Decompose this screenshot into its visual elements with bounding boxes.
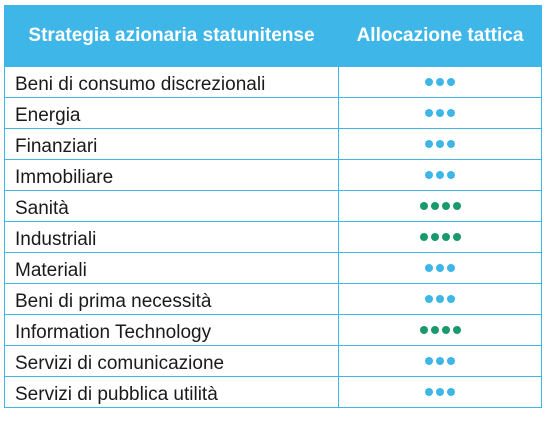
dot-icon <box>419 326 428 334</box>
dot-icon <box>452 202 461 210</box>
allocation-dots <box>425 357 455 365</box>
header-allocation: Allocazione tattica <box>338 5 542 67</box>
allocation-indicator <box>338 97 542 129</box>
dot-icon <box>425 171 433 179</box>
table-row: Immobiliare <box>4 159 542 191</box>
dot-icon <box>436 109 444 117</box>
dot-icon <box>447 388 455 396</box>
table-row: Servizi di comunicazione <box>4 345 542 377</box>
sector-name: Energia <box>4 97 339 129</box>
sector-name: Sanità <box>4 190 339 222</box>
table-row: Servizi di pubblica utilità <box>4 376 542 408</box>
sector-name: Servizi di pubblica utilità <box>4 376 339 408</box>
dot-icon <box>436 78 444 86</box>
dot-icon <box>425 295 433 303</box>
dot-icon <box>452 326 461 334</box>
dot-icon <box>430 233 439 241</box>
allocation-indicator <box>338 376 542 408</box>
table-row: Finanziari <box>4 128 542 160</box>
dot-icon <box>436 171 444 179</box>
dot-icon <box>436 388 444 396</box>
allocation-dots <box>419 326 461 334</box>
sector-name: Beni di prima necessità <box>4 283 339 315</box>
dot-icon <box>436 295 444 303</box>
allocation-dots <box>425 109 455 117</box>
header-sector: Strategia azionaria statunitense <box>4 5 339 67</box>
dot-icon <box>447 140 455 148</box>
table-header-row: Strategia azionaria statunitense Allocaz… <box>4 5 542 67</box>
dot-icon <box>430 326 439 334</box>
allocation-dots <box>425 295 455 303</box>
sector-name: Information Technology <box>4 314 339 346</box>
dot-icon <box>447 171 455 179</box>
allocation-dots <box>425 264 455 272</box>
dot-icon <box>430 202 439 210</box>
allocation-dots <box>419 202 461 210</box>
table-row: Beni di consumo discrezionali <box>4 66 542 98</box>
dot-icon <box>441 233 450 241</box>
allocation-indicator <box>338 314 542 346</box>
dot-icon <box>419 202 428 210</box>
dot-icon <box>447 295 455 303</box>
allocation-table: Strategia azionaria statunitense Allocaz… <box>4 5 542 408</box>
allocation-indicator <box>338 345 542 377</box>
dot-icon <box>419 233 428 241</box>
sector-name: Industriali <box>4 221 339 253</box>
table-row: Materiali <box>4 252 542 284</box>
allocation-dots <box>419 233 461 241</box>
table-body: Beni di consumo discrezionali Energia Fina… <box>4 66 542 408</box>
dot-icon <box>425 109 433 117</box>
sector-name: Immobiliare <box>4 159 339 191</box>
table-row: Information Technology <box>4 314 542 346</box>
table-row: Industriali <box>4 221 542 253</box>
dot-icon <box>425 357 433 365</box>
dot-icon <box>436 140 444 148</box>
dot-icon <box>425 78 433 86</box>
dot-icon <box>425 264 433 272</box>
dot-icon <box>447 78 455 86</box>
dot-icon <box>447 264 455 272</box>
allocation-indicator <box>338 252 542 284</box>
dot-icon <box>436 264 444 272</box>
allocation-indicator <box>338 221 542 253</box>
allocation-indicator <box>338 66 542 98</box>
dot-icon <box>425 388 433 396</box>
table-row: Sanità <box>4 190 542 222</box>
allocation-indicator <box>338 159 542 191</box>
dot-icon <box>436 357 444 365</box>
allocation-indicator <box>338 283 542 315</box>
allocation-dots <box>425 171 455 179</box>
dot-icon <box>447 109 455 117</box>
dot-icon <box>425 140 433 148</box>
sector-name: Beni di consumo discrezionali <box>4 66 339 98</box>
table-row: Energia <box>4 97 542 129</box>
allocation-dots <box>425 140 455 148</box>
allocation-indicator <box>338 190 542 222</box>
table-row: Beni di prima necessità <box>4 283 542 315</box>
sector-name: Servizi di comunicazione <box>4 345 339 377</box>
dot-icon <box>441 202 450 210</box>
dot-icon <box>447 357 455 365</box>
allocation-dots <box>425 388 455 396</box>
sector-name: Finanziari <box>4 128 339 160</box>
sector-name: Materiali <box>4 252 339 284</box>
allocation-dots <box>425 78 455 86</box>
dot-icon <box>452 233 461 241</box>
dot-icon <box>441 326 450 334</box>
allocation-indicator <box>338 128 542 160</box>
